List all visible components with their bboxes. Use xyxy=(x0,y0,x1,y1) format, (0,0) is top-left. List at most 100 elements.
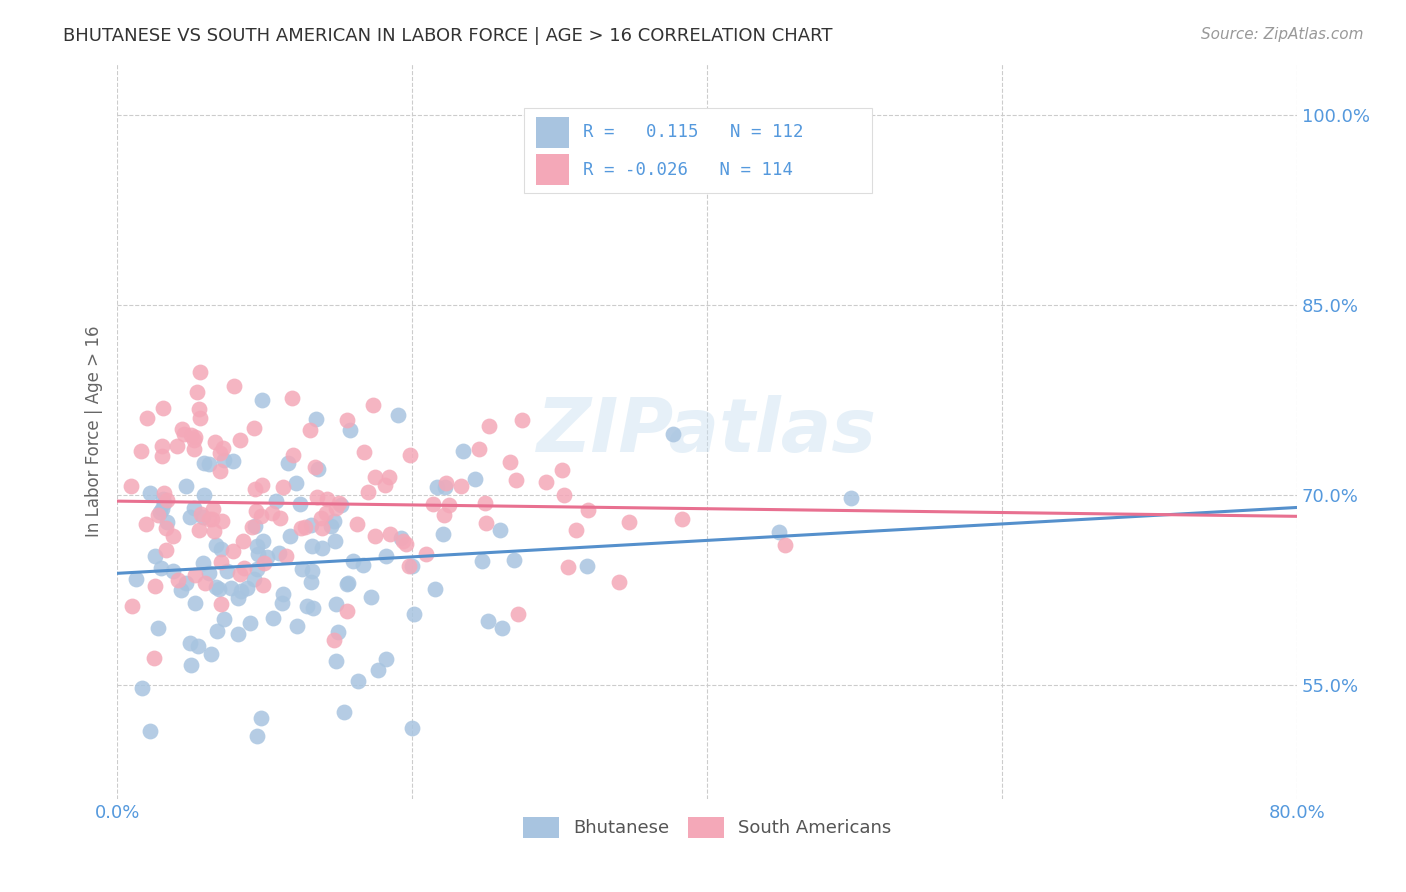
Point xyxy=(451,444,474,458)
Point xyxy=(399,448,422,462)
Point xyxy=(125,573,148,587)
Point xyxy=(139,723,162,738)
Point xyxy=(433,480,456,494)
Point xyxy=(271,596,294,610)
Point xyxy=(190,507,212,521)
Point xyxy=(166,439,188,453)
Point xyxy=(307,491,329,505)
Point xyxy=(219,581,242,595)
Point xyxy=(309,511,332,525)
Point xyxy=(311,521,333,535)
Text: BHUTANESE VS SOUTH AMERICAN IN LABOR FORCE | AGE > 16 CORRELATION CHART: BHUTANESE VS SOUTH AMERICAN IN LABOR FOR… xyxy=(63,27,832,45)
Point xyxy=(209,464,232,478)
Point xyxy=(290,521,312,535)
Point xyxy=(401,721,423,735)
Point xyxy=(150,502,173,516)
Point xyxy=(274,549,297,563)
Point xyxy=(294,520,316,534)
Point xyxy=(322,514,344,528)
FancyBboxPatch shape xyxy=(524,108,872,193)
Point xyxy=(250,477,273,491)
Point xyxy=(301,564,323,578)
Point xyxy=(139,486,162,500)
Point xyxy=(188,401,211,416)
Point xyxy=(330,499,353,513)
Point xyxy=(433,508,456,522)
Point xyxy=(252,534,274,549)
Point xyxy=(188,365,211,379)
Point xyxy=(277,456,299,470)
Point xyxy=(198,566,221,581)
Point xyxy=(211,515,233,529)
Point xyxy=(339,423,361,437)
Point xyxy=(197,458,219,472)
Point xyxy=(228,566,250,581)
Point xyxy=(243,421,266,435)
Point xyxy=(246,730,269,744)
Point xyxy=(187,639,209,653)
Point xyxy=(557,559,579,574)
Point xyxy=(357,485,380,500)
Point xyxy=(246,539,269,553)
Point xyxy=(179,636,201,650)
Point xyxy=(426,480,449,494)
Point xyxy=(439,498,461,512)
Point xyxy=(209,555,232,569)
Point xyxy=(315,491,337,506)
Point xyxy=(184,568,207,582)
Point xyxy=(246,547,269,561)
Point xyxy=(378,527,401,541)
Point xyxy=(150,449,173,463)
Point xyxy=(475,516,498,531)
Point xyxy=(374,549,396,564)
Point xyxy=(209,446,232,460)
Point xyxy=(576,558,599,573)
Point xyxy=(188,523,211,537)
Point xyxy=(150,439,173,453)
Point xyxy=(267,546,290,560)
Point xyxy=(229,433,252,447)
Text: Source: ZipAtlas.com: Source: ZipAtlas.com xyxy=(1201,27,1364,42)
Point xyxy=(375,651,398,665)
Point xyxy=(662,427,685,442)
Point xyxy=(183,442,205,456)
Point xyxy=(245,483,267,497)
Point xyxy=(224,378,246,392)
Point xyxy=(149,561,172,575)
Point xyxy=(498,455,520,469)
Point xyxy=(291,562,314,576)
Point xyxy=(205,581,228,595)
Point xyxy=(243,572,266,586)
Point xyxy=(156,515,179,529)
Text: R = -0.026   N = 114: R = -0.026 N = 114 xyxy=(583,161,793,179)
Point xyxy=(245,504,267,518)
Point xyxy=(374,477,396,491)
Point xyxy=(360,591,382,605)
Point xyxy=(671,511,693,525)
Point xyxy=(302,601,325,615)
Point xyxy=(266,494,288,508)
Point xyxy=(228,627,250,641)
Point xyxy=(508,607,530,621)
Point xyxy=(121,599,143,613)
Point xyxy=(262,506,284,520)
Point xyxy=(155,521,177,535)
Point xyxy=(269,511,291,525)
Point xyxy=(346,516,368,531)
Point xyxy=(510,412,533,426)
Point xyxy=(250,392,273,407)
Point xyxy=(505,474,527,488)
Point xyxy=(222,544,245,558)
Point xyxy=(240,520,263,534)
Point xyxy=(352,558,374,572)
Point xyxy=(391,533,413,548)
Point xyxy=(148,620,170,634)
Point xyxy=(401,559,423,574)
Point xyxy=(290,497,312,511)
Point xyxy=(179,510,201,524)
Point xyxy=(534,475,557,489)
Point xyxy=(478,419,501,434)
Point xyxy=(326,625,349,640)
Point xyxy=(468,442,491,456)
Point xyxy=(208,582,231,597)
